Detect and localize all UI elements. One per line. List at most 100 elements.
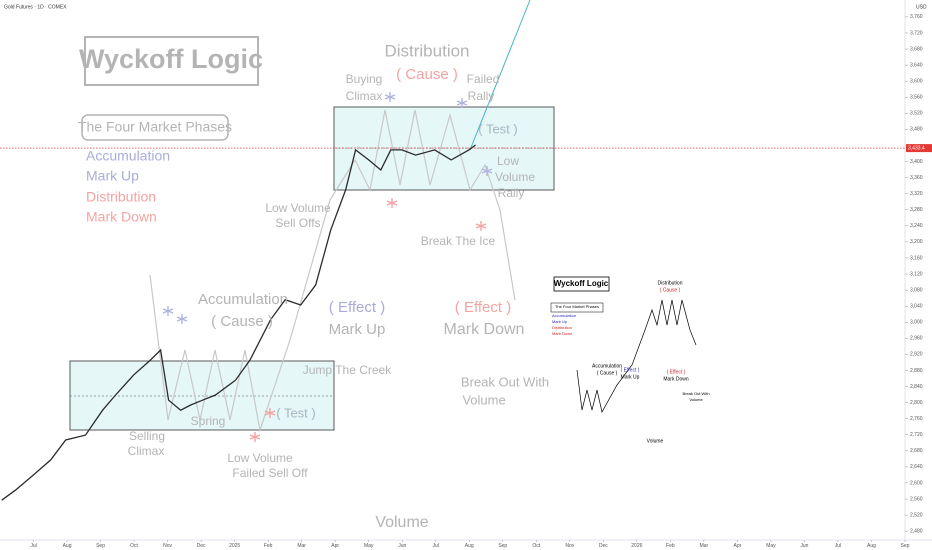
y-tick-label: 2,720 bbox=[910, 432, 923, 438]
y-tick-label: 3,160 bbox=[910, 255, 923, 261]
y-tick-label: 3,360 bbox=[910, 175, 923, 181]
inset-label: ( Cause ) bbox=[660, 287, 681, 293]
y-tick-label: 3,120 bbox=[910, 271, 923, 277]
currency: USD bbox=[916, 4, 927, 10]
y-tick-label: 3,400 bbox=[910, 159, 923, 165]
y-tick-label: 3,600 bbox=[910, 78, 923, 84]
y-tick-label: 2,680 bbox=[910, 448, 923, 454]
inset-label: The Four Market Phases bbox=[555, 304, 599, 309]
y-tick-label: 2,560 bbox=[910, 496, 923, 502]
annotation: Break The Ice bbox=[421, 234, 496, 248]
symbol: Gold Futures · 1D · COMEX bbox=[4, 4, 67, 10]
annotation: Climax bbox=[346, 89, 383, 103]
wyckoff-schematic bbox=[149, 109, 516, 433]
y-tick-label: 3,720 bbox=[910, 30, 923, 36]
annotation: Volume bbox=[462, 392, 505, 407]
marker bbox=[249, 432, 261, 442]
annotation: Volume bbox=[495, 170, 535, 184]
x-tick-label: Mar bbox=[700, 543, 709, 549]
x-tick-label: Aug bbox=[465, 543, 474, 549]
markers bbox=[162, 92, 493, 324]
annotation: ( Test ) bbox=[276, 405, 316, 420]
y-tick-label: 3,240 bbox=[910, 223, 923, 229]
inset-label: Accumulation bbox=[552, 313, 576, 318]
y-tick-label: 3,000 bbox=[910, 320, 923, 326]
inset bbox=[549, 275, 705, 478]
x-tick-label: Jun bbox=[800, 543, 808, 549]
annotation: Failed bbox=[467, 72, 500, 86]
accumulation-range bbox=[69, 360, 335, 431]
annotation: Climax bbox=[128, 444, 165, 458]
annotation: Volume bbox=[375, 514, 428, 531]
y-tick-label: 2,840 bbox=[910, 384, 923, 390]
x-tick-label: Sep bbox=[901, 543, 910, 549]
annotation: ( Effect ) bbox=[329, 299, 385, 316]
x-tick-label: Mar bbox=[297, 543, 306, 549]
x-tick-label: Apr bbox=[331, 543, 339, 549]
annotation: Distribution bbox=[384, 41, 469, 60]
annotation: Break Out With bbox=[461, 374, 549, 389]
annotation: ( Effect ) bbox=[455, 299, 511, 316]
phases-box bbox=[81, 114, 229, 141]
distribution-range bbox=[333, 106, 555, 191]
annotation: ( Cause ) bbox=[396, 66, 458, 83]
y-tick-label: 3,640 bbox=[910, 62, 923, 68]
inset-label: Mark Down bbox=[663, 376, 689, 382]
x-tick-label: May bbox=[364, 543, 374, 549]
y-tick-label: 3,680 bbox=[910, 46, 923, 52]
x-tick-label: Apr bbox=[734, 543, 742, 549]
annotation: Rally bbox=[498, 186, 525, 200]
y-tick-label: 2,760 bbox=[910, 416, 923, 422]
x-tick-label: Dec bbox=[599, 543, 608, 549]
last-price-badge bbox=[906, 144, 932, 153]
x-tick-label: Nov bbox=[163, 543, 172, 549]
annotation: Sell Offs bbox=[275, 216, 320, 230]
y-tick-label: 2,960 bbox=[910, 336, 923, 342]
price-line bbox=[1, 144, 476, 501]
x-tick-label: Sep bbox=[498, 543, 507, 549]
x-tick-label: May bbox=[766, 543, 776, 549]
marker bbox=[481, 166, 493, 176]
x-tick-label: Jul bbox=[433, 543, 439, 549]
inset-label: Wyckoff Logic bbox=[554, 279, 609, 288]
y-tick-label: 2,600 bbox=[910, 480, 923, 486]
y-tick-label: 3,040 bbox=[910, 303, 923, 309]
phase-label: Distribution bbox=[86, 189, 156, 205]
y-tick-label: 2,920 bbox=[910, 352, 923, 358]
inset-label: ( Cause ) bbox=[597, 370, 618, 376]
trend-line bbox=[469, 0, 531, 151]
y-tick-label: 3,280 bbox=[910, 207, 923, 213]
phase-label: Accumulation bbox=[86, 148, 170, 164]
inset-phases-box bbox=[550, 302, 604, 313]
inset-label: Mark Up bbox=[621, 374, 640, 380]
y-tick-label: 3,520 bbox=[910, 111, 923, 117]
inset-label: Break Out With bbox=[682, 391, 709, 396]
inset-label: Accumulation bbox=[592, 363, 622, 369]
annotation: Jump The Creek bbox=[303, 363, 392, 377]
x-tick-label: Dec bbox=[197, 543, 206, 549]
x-tick-label: Jul bbox=[30, 543, 36, 549]
last-price-label: 3,433.4 bbox=[908, 145, 925, 151]
x-tick-label: Oct bbox=[130, 543, 138, 549]
y-tick-label: 3,320 bbox=[910, 191, 923, 197]
marker bbox=[456, 98, 468, 108]
inset-label: Mark Up bbox=[552, 319, 568, 324]
x-tick-label: Jul bbox=[835, 543, 841, 549]
marker bbox=[386, 198, 398, 208]
x-tick-label: 2026 bbox=[631, 543, 642, 549]
y-tick-label: 2,880 bbox=[910, 368, 923, 374]
x-tick-label: Feb bbox=[666, 543, 675, 549]
phases-title: The Four Market Phases bbox=[78, 119, 232, 135]
annotation: ( Test ) bbox=[478, 121, 518, 136]
marker bbox=[176, 314, 188, 324]
inset-label: Mark Down bbox=[552, 331, 572, 336]
x-tick-label: 2025 bbox=[229, 543, 240, 549]
marker bbox=[162, 306, 174, 316]
inset-label: Volume bbox=[647, 438, 664, 444]
annotation: Low Volume bbox=[227, 451, 293, 465]
annotation: Accumulation bbox=[198, 291, 288, 308]
x-tick-label: Jun bbox=[398, 543, 406, 549]
y-tick-label: 2,480 bbox=[910, 528, 923, 534]
